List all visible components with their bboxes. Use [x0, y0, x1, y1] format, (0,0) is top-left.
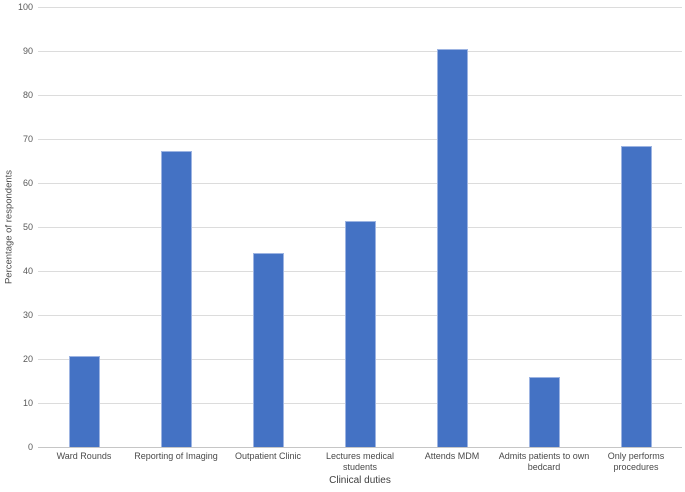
bar-1 — [160, 150, 192, 447]
gridline-y-70 — [38, 139, 682, 140]
category-label-2: Outpatient Clinic — [234, 451, 302, 461]
bar-6 — [620, 146, 652, 447]
gridline-y-60 — [38, 183, 682, 184]
bar-0 — [68, 355, 100, 447]
category-label-3: Lectures medical students — [325, 451, 395, 472]
y-tick-label-60: 60 — [22, 177, 33, 188]
y-tick-label-0: 0 — [27, 441, 33, 452]
y-tick-label-100: 100 — [17, 1, 33, 12]
y-tick-label-70: 70 — [22, 133, 33, 144]
gridline-y-90 — [38, 51, 682, 52]
bar-3 — [344, 221, 376, 447]
category-label-1: Reporting of Imaging — [134, 451, 218, 461]
y-tick-label-50: 50 — [22, 221, 33, 232]
category-label-0: Ward Rounds — [56, 451, 112, 461]
y-tick-label-40: 40 — [22, 265, 33, 276]
category-label-4: Attends MDM — [424, 451, 480, 461]
bar-5 — [528, 377, 560, 447]
category-label-6: Only performs procedures — [607, 451, 665, 472]
y-tick-label-90: 90 — [22, 45, 33, 56]
x-axis-line — [38, 447, 682, 448]
bar-2 — [252, 253, 284, 447]
y-tick-label-80: 80 — [22, 89, 33, 100]
gridline-y-80 — [38, 95, 682, 96]
x-axis-title: Clinical duties — [329, 475, 391, 486]
bar-4 — [436, 49, 468, 447]
gridline-y-100 — [38, 7, 682, 8]
y-tick-label-20: 20 — [22, 353, 33, 364]
y-tick-label-30: 30 — [22, 309, 33, 320]
plot-area — [38, 7, 682, 447]
y-tick-label-10: 10 — [22, 397, 33, 408]
category-label-5: Admits patients to own bedcard — [498, 451, 590, 472]
